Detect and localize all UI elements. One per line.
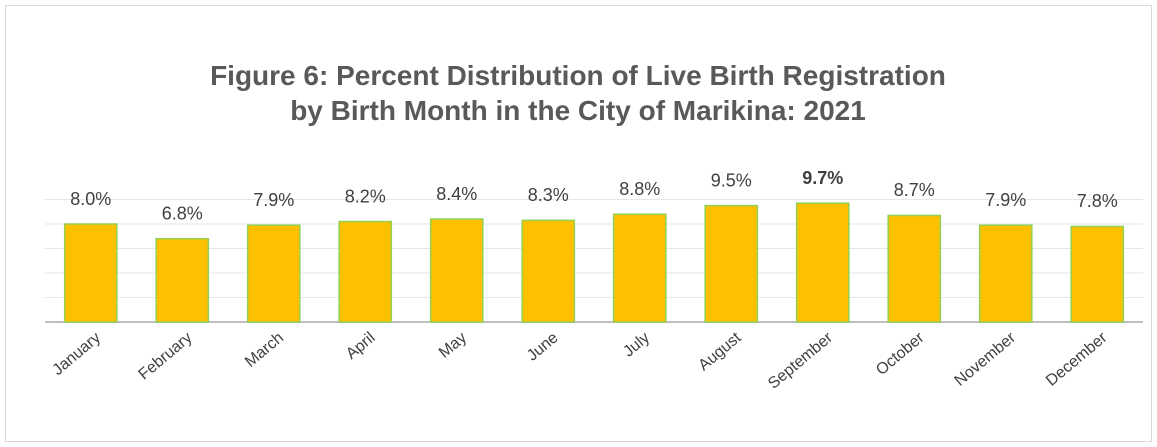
bar: [521, 219, 576, 323]
bar: [978, 224, 1033, 323]
value-label: 7.9%: [253, 190, 294, 210]
value-label: 7.8%: [1077, 191, 1118, 211]
value-label: 9.7%: [802, 168, 843, 188]
chart-title: Figure 6: Percent Distribution of Live B…: [210, 60, 946, 126]
bar: [795, 202, 850, 323]
value-label: 8.7%: [894, 180, 935, 200]
x-tick-label: September: [765, 329, 836, 393]
bar: [1070, 225, 1125, 323]
value-label: 8.3%: [528, 185, 569, 205]
bar: [887, 214, 942, 323]
bar: [63, 223, 118, 323]
x-tick-label: April: [343, 329, 378, 363]
x-tick-label: March: [242, 329, 287, 371]
x-tick-label: January: [50, 329, 105, 379]
value-label: 7.9%: [985, 190, 1026, 210]
bar: [429, 218, 484, 323]
x-tick-label: June: [524, 329, 562, 364]
bar: [246, 224, 301, 323]
value-label: 8.0%: [70, 189, 111, 209]
x-tick-label: November: [952, 329, 1020, 390]
x-tick-label: August: [695, 329, 745, 374]
bar: [155, 237, 210, 323]
x-tick-label: May: [436, 329, 470, 361]
value-label: 8.2%: [345, 186, 386, 206]
chart-frame: [5, 5, 1152, 442]
value-label: 8.4%: [436, 184, 477, 204]
value-label: 6.8%: [162, 203, 203, 223]
bar: [704, 204, 759, 323]
x-tick-label: December: [1043, 329, 1111, 390]
value-label: 9.5%: [711, 170, 752, 190]
x-tick-label: October: [873, 329, 928, 379]
bar: [612, 213, 667, 323]
x-tick-label: July: [620, 329, 653, 360]
x-tick-label: February: [136, 329, 196, 383]
bar: [338, 220, 393, 323]
value-label: 8.8%: [619, 179, 660, 199]
